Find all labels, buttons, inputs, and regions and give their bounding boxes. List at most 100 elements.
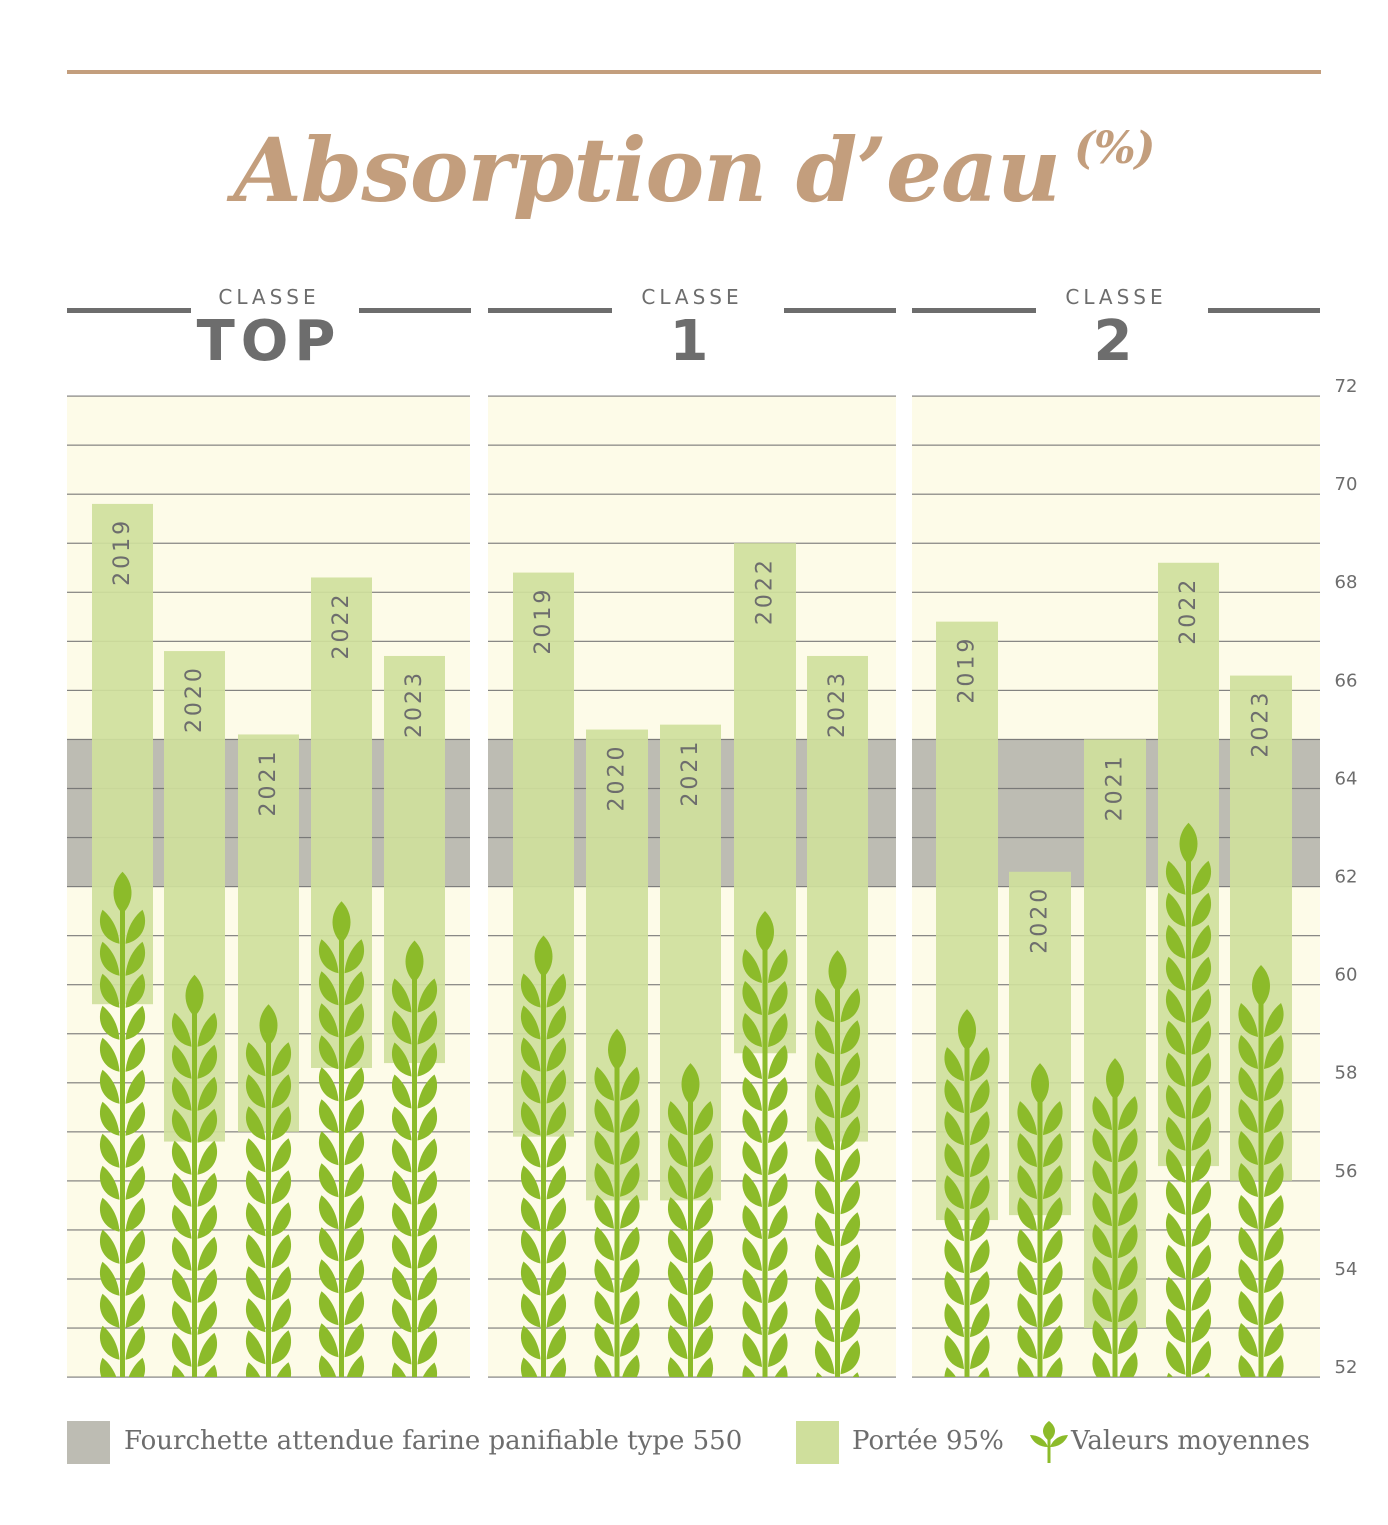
wheat-leaf	[840, 1116, 861, 1151]
wheat-leaf	[594, 1322, 614, 1357]
wheat-leaf	[594, 1290, 614, 1325]
wheat-stem	[1186, 860, 1191, 1377]
wheat-leaf	[1238, 1258, 1258, 1293]
wheat-leaf	[1191, 1116, 1212, 1151]
legend-mean-label: Valeurs moyennes	[1071, 1426, 1310, 1456]
gridline	[67, 591, 470, 593]
wheat-leaf	[840, 1212, 861, 1247]
wheat-leaf	[417, 1234, 438, 1269]
wheat-leaf	[742, 1237, 762, 1272]
wheat-leaf	[546, 1165, 567, 1200]
wheat-leaf	[768, 1205, 788, 1240]
y-tick-label: 54	[1335, 1259, 1358, 1280]
wheat-leaf	[768, 1173, 788, 1208]
wheat-leaf	[814, 1244, 835, 1279]
wheat-leaf	[99, 1293, 120, 1328]
wheat-leaf	[344, 1323, 365, 1358]
wheat-leaf	[1118, 1192, 1138, 1227]
wheat-leaf	[417, 1202, 438, 1237]
wheat-leaf	[318, 1067, 339, 1102]
wheat-stem	[192, 1012, 197, 1377]
wheat-leaf	[344, 1195, 365, 1230]
wheat-leaf	[271, 1234, 292, 1269]
wheat-leaf	[1165, 1020, 1186, 1055]
wheat-stem	[339, 939, 344, 1377]
wheat-leaf	[125, 1037, 146, 1072]
wheat-leaf	[125, 1293, 146, 1328]
wheat-leaf	[99, 973, 120, 1008]
wheat-leaf	[1017, 1357, 1035, 1377]
wheat-leaf	[620, 1387, 640, 1421]
wheat-leaf	[814, 1084, 835, 1119]
gridline	[912, 689, 1320, 691]
wheat-leaf	[1191, 1276, 1212, 1311]
wheat-leaf	[197, 1108, 218, 1143]
wheat-mean-icon	[1017, 1063, 1063, 1377]
wheat-leaf	[840, 1020, 861, 1055]
wheat-leaf	[1264, 1258, 1284, 1293]
wheat-leaf	[696, 1357, 714, 1377]
wheat-leaf	[276, 1362, 292, 1377]
wheat-leaf	[814, 1308, 835, 1343]
wheat-leaf	[318, 1195, 339, 1230]
wheat-leaf	[1118, 1128, 1138, 1163]
wheat-leaf	[391, 1106, 412, 1141]
wheat-leaf	[546, 1037, 567, 1072]
wheat-leaf	[1043, 1229, 1063, 1264]
wheat-layer	[944, 822, 1284, 1377]
wheat-leaf	[1238, 1098, 1258, 1133]
wheat-leaf	[814, 1180, 835, 1215]
wheat-leaf	[852, 1372, 860, 1377]
wheat-leaf	[125, 1229, 146, 1264]
wheat-leaf	[1264, 1290, 1284, 1325]
wheat-mean-icon	[814, 950, 861, 1377]
wheat-leaf	[742, 1301, 762, 1336]
wheat-leaf	[1165, 1340, 1186, 1375]
chart-title: Absorption d’eau (%)	[0, 118, 1388, 222]
wheat-leaf	[1118, 1224, 1138, 1259]
wheat-leaf	[667, 1133, 688, 1168]
wheat-leaf	[344, 1067, 365, 1102]
wheat-leaf	[345, 1387, 365, 1421]
y-tick-label: 56	[1335, 1161, 1358, 1182]
wheat-leaf	[391, 978, 412, 1013]
wheat-leaf	[1264, 1098, 1284, 1133]
wheat-leaf	[620, 1162, 640, 1197]
wheat-leaf	[99, 1037, 120, 1072]
wheat-mean-icon	[99, 871, 146, 1377]
wheat-leaf	[1238, 1130, 1258, 1165]
wheat-leaf	[1017, 1261, 1037, 1296]
wheat-leaf	[1191, 1148, 1212, 1183]
wheat-leaf	[344, 971, 365, 1006]
wheat-leaf	[1092, 1128, 1112, 1163]
wheat-leaf	[768, 1077, 788, 1112]
wheat-leaf	[944, 1239, 964, 1274]
wheat-leaf	[774, 1365, 788, 1377]
wheat-tip	[756, 911, 774, 954]
panel-name: 1	[669, 309, 715, 374]
wheat-leaf	[742, 1077, 762, 1112]
wheat-leaf	[693, 1133, 714, 1168]
wheat-leaf	[1092, 1256, 1112, 1291]
wheat-leaf	[1043, 1325, 1063, 1360]
wheat-leaf	[204, 1364, 218, 1377]
header-rule-left	[488, 308, 612, 313]
wheat-leaf	[815, 1372, 823, 1377]
wheat-leaf	[318, 1035, 339, 1070]
wheat-leaf	[344, 1227, 365, 1262]
wheat-leaf	[197, 1172, 218, 1207]
title-text: Absorption d’eau	[233, 118, 1061, 222]
wheat-leaf	[272, 1394, 292, 1428]
wheat-leaf	[520, 1069, 541, 1104]
year-label: 2023	[402, 670, 427, 738]
wheat-tip	[1106, 1058, 1124, 1101]
wheat-leaf	[271, 1138, 292, 1173]
wheat-leaf	[667, 1197, 688, 1232]
wheat-leaf	[620, 1322, 640, 1357]
wheat-layer	[99, 871, 438, 1428]
wheat-leaf	[1264, 1034, 1284, 1069]
wheat-stem	[688, 1101, 693, 1377]
wheat-leaf	[970, 1047, 990, 1082]
wheat-leaf	[271, 1202, 292, 1237]
wheat-leaf	[1043, 1165, 1063, 1200]
